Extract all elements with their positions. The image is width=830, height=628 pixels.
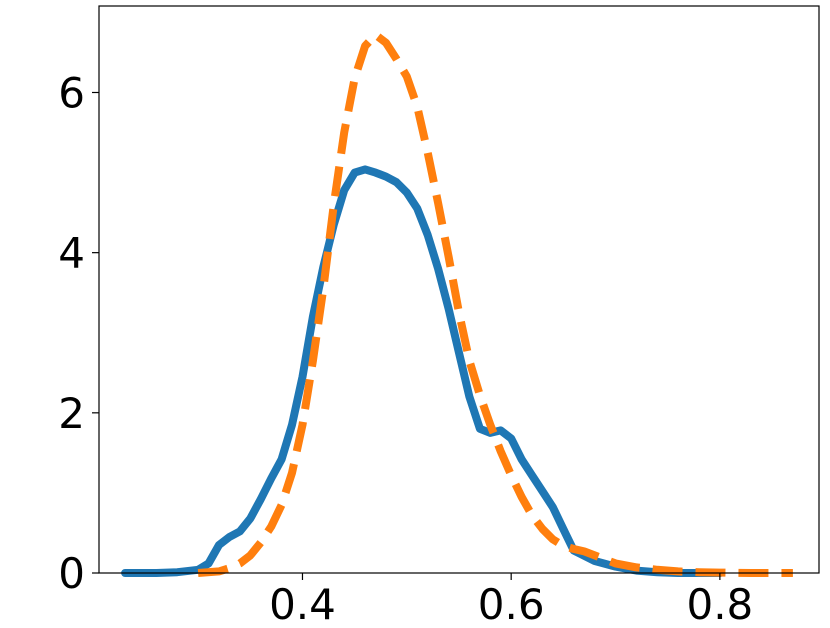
y-tick-label: 6 [58, 68, 85, 117]
y-axis: 0 2 4 6 [58, 68, 99, 598]
plot-area [121, 30, 793, 577]
series-1-line [121, 165, 724, 577]
x-axis: 0.4 0.6 0.8 [269, 573, 753, 628]
y-tick-label: 2 [58, 389, 85, 438]
series-2-line [197, 30, 793, 577]
x-tick-label: 0.6 [478, 580, 545, 623]
y-tick-label: 4 [58, 229, 85, 278]
axes-frame [98, 5, 820, 574]
x-tick-label: 0.8 [686, 580, 753, 623]
y-tick-label: 0 [58, 549, 85, 598]
x-tick-label: 0.4 [269, 580, 336, 623]
